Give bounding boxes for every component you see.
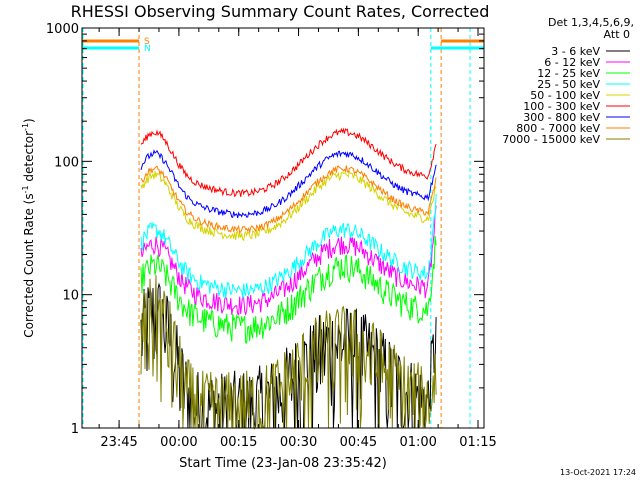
legend-label-0: 3 - 6 keV	[551, 45, 600, 58]
x-tick-label-4: 00:45	[340, 435, 377, 450]
series-line-1	[140, 205, 437, 317]
legend-label-3: 25 - 50 keV	[537, 78, 600, 91]
y-axis-label: Corrected Count Rate (s-1 detector-1)	[21, 118, 36, 337]
series-line-2	[140, 235, 437, 344]
legend-label-7: 800 - 7000 keV	[516, 122, 600, 135]
x-tick-label-5: 01:00	[399, 435, 436, 450]
footer-date: 13-Oct-2021 17:24	[560, 468, 636, 477]
legend-label-1: 6 - 12 keV	[544, 56, 600, 69]
flag-letter-n: N	[144, 44, 151, 54]
series-line-5	[140, 127, 437, 198]
legend-label-8: 7000 - 15000 keV	[502, 133, 600, 146]
x-tick-label-0: 23:45	[100, 435, 137, 450]
plot-frame	[81, 27, 485, 429]
y-tick-label-0: 1	[71, 422, 79, 437]
series-line-4	[140, 170, 437, 242]
series-line-7	[140, 165, 437, 234]
x-axis-label: Start Time (23-Jan-08 23:35:42)	[179, 456, 387, 471]
legend-label-5: 100 - 300 keV	[523, 100, 600, 113]
x-tick-label-1: 00:00	[160, 435, 197, 450]
legend-label-4: 50 - 100 keV	[530, 89, 600, 102]
x-tick-label-3: 00:30	[280, 435, 317, 450]
legend-label-2: 12 - 25 keV	[537, 67, 600, 80]
series-line-6	[140, 149, 437, 219]
legend-label-6: 300 - 800 keV	[523, 111, 600, 124]
series-line-8	[140, 275, 437, 429]
y-tick-label-1: 10	[62, 289, 79, 304]
detector-info-line2: Att 0	[604, 28, 630, 41]
x-tick-label-2: 00:15	[220, 435, 257, 450]
series-line-3	[140, 194, 437, 299]
y-tick-label-3: 1000	[46, 22, 79, 37]
flag-letter-s: S	[144, 37, 150, 47]
detector-info-line1: Det 1,3,4,5,6,9,	[548, 16, 634, 29]
y-tick-label-2: 100	[54, 155, 79, 170]
chart-title: RHESSI Observing Summary Count Rates, Co…	[71, 2, 490, 21]
x-tick-label-6: 01:15	[459, 435, 496, 450]
